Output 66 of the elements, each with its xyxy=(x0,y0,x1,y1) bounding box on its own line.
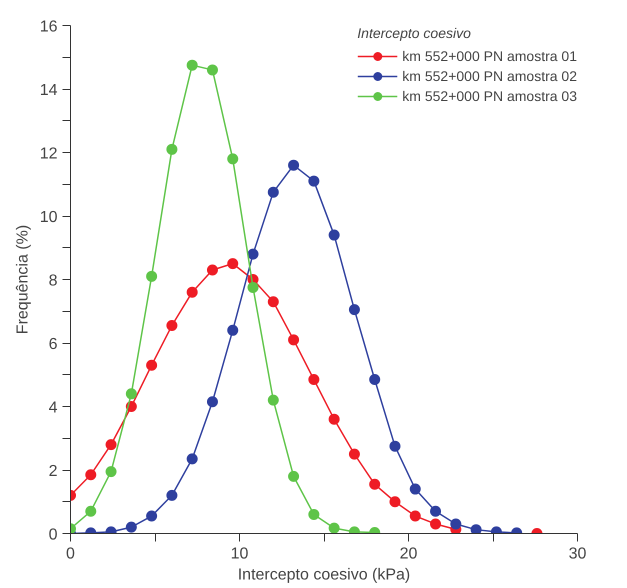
y-tick-label: 10 xyxy=(40,209,58,226)
point xyxy=(85,469,96,480)
point xyxy=(146,360,158,371)
point xyxy=(288,160,300,171)
point xyxy=(227,153,238,164)
point xyxy=(186,286,198,298)
point xyxy=(268,186,279,198)
point xyxy=(206,64,218,76)
point xyxy=(410,510,421,522)
point xyxy=(328,522,340,534)
point xyxy=(328,414,340,425)
legend-label: km 552+000 PN amostra 01 xyxy=(402,48,577,64)
point xyxy=(126,522,137,533)
point xyxy=(450,518,462,530)
y-tick-label: 12 xyxy=(40,146,58,162)
point xyxy=(166,144,178,155)
y-axis-title: Frequência (%) xyxy=(14,224,32,334)
point xyxy=(288,334,300,346)
point xyxy=(389,496,400,508)
x-axis-title: Intercepto coesivo (kPa) xyxy=(238,566,410,584)
x-tick-label: 10 xyxy=(230,546,248,562)
x-tick-label: 30 xyxy=(568,546,586,562)
y-tick-label: 14 xyxy=(40,82,58,99)
y-tick-label: 2 xyxy=(48,463,58,480)
legend-title: Intercepto coesivo xyxy=(357,25,472,41)
y-tick-label: 8 xyxy=(48,272,58,290)
point xyxy=(146,270,158,282)
point xyxy=(227,258,238,270)
point xyxy=(106,439,117,450)
point xyxy=(410,484,421,495)
point xyxy=(186,453,198,464)
point xyxy=(248,248,259,260)
point xyxy=(85,506,96,517)
point xyxy=(430,506,442,517)
y-tick-label: 0 xyxy=(48,526,58,544)
point xyxy=(288,470,300,482)
x-tick-label: 0 xyxy=(66,546,76,562)
point xyxy=(430,518,442,530)
point xyxy=(106,466,117,478)
point xyxy=(328,230,340,241)
point xyxy=(166,320,178,332)
point xyxy=(470,524,482,534)
point xyxy=(308,374,320,386)
point xyxy=(186,60,198,71)
y-tick-label: 4 xyxy=(48,400,58,416)
legend-label: km 552+000 PN amostra 02 xyxy=(402,68,577,84)
point xyxy=(268,394,279,406)
point xyxy=(206,396,218,408)
point xyxy=(146,510,158,522)
x-tick-label: 20 xyxy=(400,546,418,562)
y-tick-label: 6 xyxy=(48,336,58,353)
legend-label: km 552+000 PN amostra 03 xyxy=(402,88,577,104)
point xyxy=(268,296,279,308)
y-tick-label: 16 xyxy=(40,18,58,36)
point xyxy=(308,508,320,520)
point xyxy=(227,324,238,336)
point xyxy=(166,490,178,501)
point xyxy=(248,282,259,293)
point xyxy=(389,440,400,452)
point xyxy=(206,264,218,276)
point xyxy=(348,304,360,316)
point xyxy=(126,388,137,400)
point xyxy=(369,478,380,490)
point xyxy=(369,374,380,386)
point xyxy=(348,448,360,460)
point xyxy=(308,176,320,187)
